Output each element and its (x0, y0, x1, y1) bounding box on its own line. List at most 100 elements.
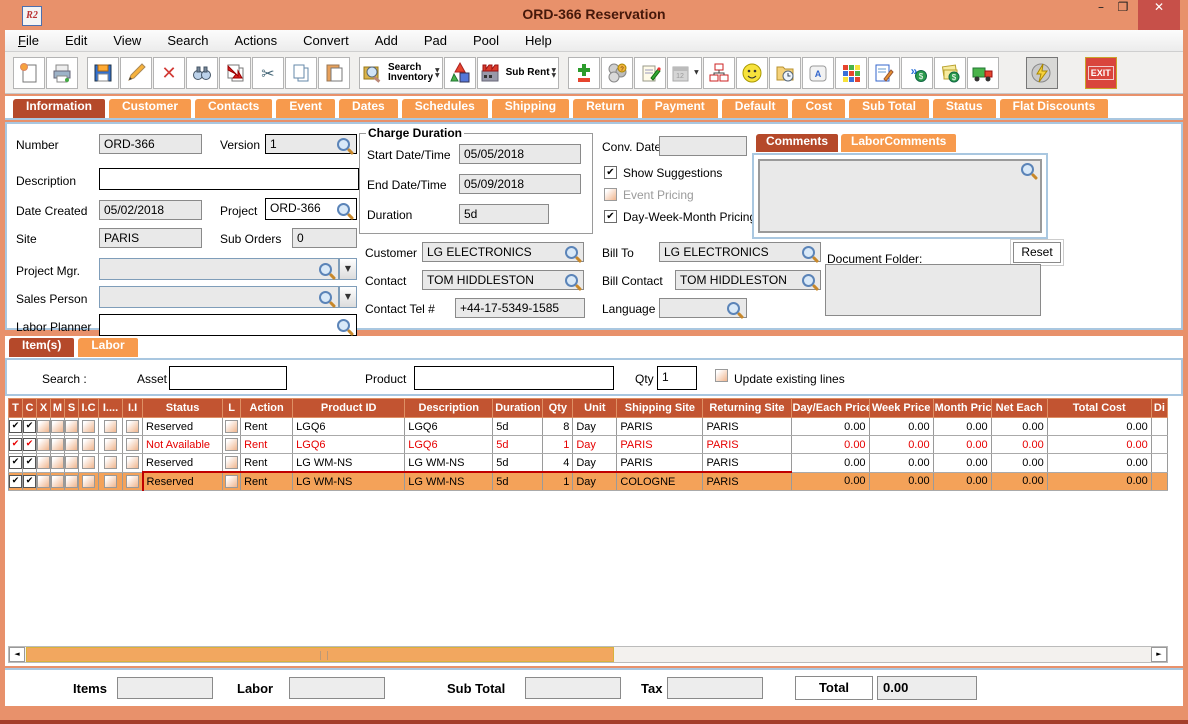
project-mgr-search-icon[interactable] (319, 263, 332, 276)
menu-actions[interactable]: Actions (234, 33, 278, 48)
cell-week-price[interactable]: 0.00 (869, 453, 934, 473)
print-button[interactable] (46, 56, 78, 89)
column-header-unit[interactable]: Unit (572, 398, 618, 418)
column-header-x[interactable]: X (36, 398, 51, 418)
row-checkbox-checked[interactable] (23, 456, 36, 470)
lightning-button[interactable] (1025, 56, 1058, 89)
copy-button[interactable] (285, 56, 317, 89)
row-checkbox-checked[interactable] (9, 420, 22, 433)
cell-product-id[interactable]: LGQ6 (292, 435, 406, 454)
row-checkbox[interactable] (225, 438, 239, 451)
column-header-returning-site[interactable]: Returning Site (702, 398, 792, 418)
sub-rent-dropdown[interactable]: ▼ ▼ (551, 66, 557, 79)
cell-total-cost[interactable]: 0.00 (1047, 472, 1152, 491)
cell-unit[interactable]: Day (572, 435, 618, 454)
contact-search-icon[interactable] (565, 274, 578, 287)
search-inventory-dropdown[interactable]: ▼ ▼ (435, 66, 440, 79)
document-folder-box[interactable] (825, 264, 1041, 316)
tab-shipping[interactable]: Shipping (490, 98, 571, 118)
tab-sub-total[interactable]: Sub Total (848, 98, 930, 118)
tab-labor[interactable]: Labor (77, 337, 139, 357)
cell-day-each-price[interactable]: 0.00 (791, 417, 870, 436)
truck-button[interactable] (966, 56, 999, 89)
cell-action[interactable]: Rent (240, 417, 294, 436)
tab-return[interactable]: Return (572, 98, 639, 118)
scroll-right-button[interactable]: ► (1151, 647, 1167, 662)
tab-flat-discounts[interactable]: Flat Discounts (998, 98, 1110, 118)
column-header-total-cost[interactable]: Total Cost (1046, 398, 1152, 418)
sales-person-dropdown[interactable]: ▼ (339, 286, 357, 308)
tab-customer[interactable]: Customer (108, 98, 193, 118)
row-checkbox[interactable] (225, 475, 239, 488)
cell-returning-site[interactable]: PARIS (702, 453, 792, 473)
cell-status[interactable]: Reserved (142, 453, 224, 473)
cell-product-id[interactable]: LGQ6 (292, 417, 406, 436)
row-checkbox[interactable] (82, 456, 95, 470)
cell-status[interactable]: Not Available (142, 435, 224, 454)
column-header-qty[interactable]: Qty (542, 398, 574, 418)
menu-file[interactable]: File (18, 33, 39, 48)
menu-pad[interactable]: Pad (423, 33, 447, 48)
cell-month-price[interactable]: 0.00 (933, 435, 992, 454)
menu-convert[interactable]: Convert (303, 33, 349, 48)
row-checkbox[interactable] (126, 420, 140, 433)
horizontal-scrollbar[interactable]: ◄ ► (8, 646, 1168, 663)
cell-unit[interactable]: Day (572, 453, 618, 473)
labor-planner-field[interactable] (99, 314, 357, 336)
cell-status[interactable]: Reserved (142, 417, 224, 436)
edit-pencil-button[interactable] (120, 56, 152, 89)
tab-schedules[interactable]: Schedules (400, 98, 489, 118)
tab-labor-comments[interactable]: LaborComments (840, 133, 958, 152)
column-header-action[interactable]: Action (240, 398, 294, 418)
cell-net-each[interactable]: 0.00 (991, 472, 1048, 491)
row-checkbox[interactable] (65, 438, 78, 451)
menu-pool[interactable]: Pool (472, 33, 500, 48)
row-checkbox[interactable] (104, 438, 118, 451)
row-checkbox[interactable] (37, 474, 50, 488)
qty-input[interactable]: 1 (657, 366, 697, 390)
cut-button[interactable]: ✂ (252, 56, 284, 89)
sales-person-field[interactable] (99, 286, 339, 308)
cell-total-cost[interactable]: 0.00 (1047, 417, 1152, 436)
cell-returning-site[interactable]: PARIS (702, 471, 792, 491)
cell-description[interactable]: LGQ6 (404, 417, 494, 436)
bill-contact-search-icon[interactable] (802, 274, 815, 287)
row-checkbox-checked[interactable] (9, 474, 22, 488)
cell-net-each[interactable]: 0.00 (991, 453, 1048, 473)
cell-week-price[interactable]: 0.00 (869, 417, 934, 436)
column-header-c[interactable]: C (22, 398, 37, 418)
version-search-icon[interactable] (337, 138, 350, 151)
cell-unit[interactable]: Day (572, 417, 618, 436)
row-checkbox[interactable] (65, 420, 78, 433)
new-document-button[interactable] (13, 56, 45, 89)
customer-search-icon[interactable] (565, 246, 578, 259)
cell-returning-site[interactable]: PARIS (702, 417, 792, 436)
cell-day-each-price[interactable]: 0.00 (791, 453, 870, 473)
row-checkbox[interactable] (51, 456, 64, 470)
row-checkbox[interactable] (65, 474, 78, 488)
menu-edit[interactable]: Edit (64, 33, 88, 48)
column-header-net-each[interactable]: Net Each (990, 398, 1048, 418)
project-search-icon[interactable] (337, 203, 350, 216)
row-checkbox[interactable] (51, 474, 64, 488)
cell-net-each[interactable]: 0.00 (991, 417, 1048, 436)
project-field[interactable]: ORD-366 (265, 198, 357, 220)
cell-qty[interactable]: 8 (542, 417, 574, 436)
cell-description[interactable]: LGQ6 (404, 435, 494, 454)
tab-default[interactable]: Default (720, 98, 790, 118)
rubik-blocks-button[interactable] (834, 56, 867, 89)
column-header-di[interactable]: Di (1150, 398, 1169, 418)
cell-product-id[interactable]: LG WM-NS (292, 471, 406, 491)
column-header-i-[interactable]: I.... (98, 398, 124, 418)
invoice-money-button[interactable]: $ (933, 56, 966, 89)
maximize-button[interactable]: ❐ (1117, 0, 1129, 14)
product-input[interactable] (414, 366, 614, 390)
menu-search[interactable]: Search (167, 33, 209, 48)
cell-discount[interactable] (1151, 435, 1169, 454)
sub-rent-button[interactable]: Sub Rent ▼ ▼ (476, 56, 560, 89)
column-header-week-price[interactable]: Week Price (868, 398, 934, 418)
cell-action[interactable]: Rent (240, 471, 294, 491)
add-line-button[interactable] (568, 56, 601, 89)
column-header-i-i[interactable]: I.I (122, 398, 144, 418)
